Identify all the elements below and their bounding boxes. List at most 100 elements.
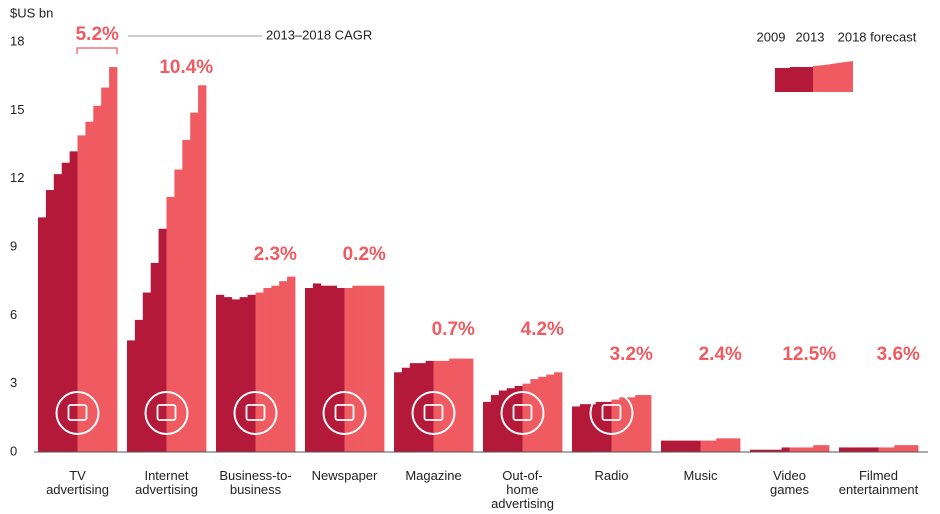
legend-label: 2018 forecast [838,29,917,44]
bar-step [150,262,159,452]
bar-step [271,285,280,452]
bar-step [870,447,879,452]
icon-glyph [779,404,800,421]
y-tick-label: 9 [10,238,17,253]
legend-actual [775,67,813,92]
x-tick-label: TV advertising [46,468,109,497]
bar-step [255,292,264,452]
y-tick-label: 15 [10,102,24,117]
cagr-label: 2.4% [699,344,742,365]
icon [589,391,634,435]
bar-step [344,288,353,452]
cagr-label: 12.5% [782,344,836,365]
bar-step [522,383,531,452]
bar-step [757,449,767,452]
icon [144,391,189,435]
bar-step [312,283,322,452]
bar-step [328,285,337,452]
x-tick-label: Radio [595,468,629,483]
icon-glyph [601,404,622,421]
bar-step [85,121,94,452]
bar-step [587,404,597,452]
bar-step [902,445,911,452]
bar-step [732,438,741,452]
bar-step [805,447,814,452]
bar-step [127,340,136,452]
bar-step [789,447,798,452]
bar-step [546,374,555,452]
bar-step [190,112,199,452]
bar-step [813,445,822,452]
bar-step [53,174,63,452]
bar-step [368,285,377,452]
icon-glyph [156,404,177,421]
bar-step [174,169,183,453]
bar-step [886,447,895,452]
bar-step [514,385,523,452]
bar-step [684,440,693,452]
icon [500,391,545,435]
x-tick-label-line: Radio [595,468,629,483]
bar-step [676,440,686,452]
icon-glyph [512,404,533,421]
cagr-label: 10.4% [159,57,213,78]
cagr-label: 2.3% [254,244,297,265]
x-tick-label: Out-of-home advertising [491,468,554,511]
bar-step [401,367,411,452]
bar-step [77,135,86,452]
bar-step [692,440,701,452]
bar-step [506,388,515,452]
bar-step [750,449,759,452]
bar-step [166,196,175,452]
x-tick-label-line: Filmed [859,468,898,483]
bar-step [376,285,385,452]
bar-step [910,445,919,452]
cagr-bracket [76,47,118,54]
y-axis-label: $US bn [10,5,53,20]
cagr-label: 3.6% [877,344,920,365]
icon [322,391,367,435]
bar-step [279,281,288,452]
bar-step [336,288,345,452]
bar-step [797,447,806,452]
bar-step [101,87,110,453]
bar-step [603,401,612,452]
x-tick-label-line: home [506,482,539,497]
x-tick-label-line: Magazine [405,468,461,483]
bar-step [38,217,47,452]
cagr-label: 3.2% [610,344,653,365]
y-tick-label: 18 [10,33,24,48]
x-tick-label: Newspaper [312,468,378,483]
bar-step [263,288,272,452]
bar-step [668,440,678,452]
legend-label: 2009 [757,29,786,44]
bar-step [708,440,717,452]
bar-step [134,319,144,452]
x-tick-label: Internet advertising [135,468,198,497]
bar-step [441,360,450,452]
bar-step [465,358,474,452]
legend: 2009 2013 2018 forecast [757,29,917,92]
icon [411,391,456,435]
bar-step [394,372,403,452]
cagr-label: 4.2% [521,319,564,340]
bar-step [490,395,500,452]
bar-step [773,449,782,452]
bar-step [700,440,709,452]
bar-step [457,358,466,452]
bar-step [93,105,102,453]
bar-step [854,447,864,452]
bar-step [239,297,248,452]
icon-glyph [423,404,444,421]
x-tick-label-line: TV [69,468,86,483]
bar-step [724,438,733,452]
bar-step [579,404,589,452]
x-tick-label: Business-to-business [219,468,291,497]
bar-step [530,379,539,452]
icon-glyph [245,404,266,421]
bar-step [425,360,434,452]
y-tick-label: 0 [10,443,17,458]
y-tick-label: 6 [10,307,17,322]
x-tick-label: Magazine [405,468,461,483]
bar-step [69,151,78,453]
